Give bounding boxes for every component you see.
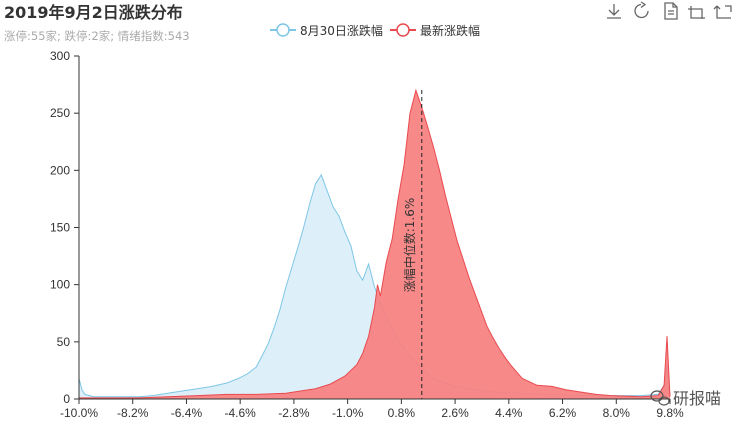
watermark-text: 研报喵 [673,389,721,408]
median-label: 涨幅中位数:1.6% [402,198,417,293]
chart-title: 2019年9月2日涨跌分布 [4,3,183,22]
x-tick-label: 0.8% [388,406,416,420]
legend-marker-previous [276,23,290,37]
x-tick-label: -8.2% [117,406,149,420]
y-tick-label: 300 [50,49,70,63]
x-tick-label: -6.4% [171,406,203,420]
x-tick-label: -10.0% [60,406,98,420]
zoom-reset-icon[interactable] [713,5,732,19]
legend-item-latest[interactable]: 最新涨跌幅 [390,23,480,38]
series-line-1 [79,88,671,399]
x-tick-label: 2.6% [441,406,469,420]
x-tick-label: 8.0% [603,406,631,420]
legend-label-previous: 8月30日涨跌幅 [300,23,383,38]
chart-subtitle: 涨停:55家; 跌停:2家; 情绪指数:543 [4,29,190,43]
toolbox [607,1,732,20]
x-tick-label: 4.4% [495,406,523,420]
wechat-icon [650,390,670,406]
x-tick-label: -4.6% [225,406,257,420]
legend: 8月30日涨跌幅 最新涨跌幅 [270,23,480,38]
y-tick-label: 100 [50,278,70,292]
legend-item-previous[interactable]: 8月30日涨跌幅 [270,23,383,38]
y-tick-label: 200 [50,163,70,177]
y-tick-label: 250 [50,106,70,120]
refresh-icon[interactable] [634,1,649,19]
y-tick-label: 150 [50,221,70,235]
y-tick-label: 0 [63,392,70,406]
zoom-icon[interactable] [688,6,705,19]
legend-marker-latest [396,23,410,37]
plot-area: 0 50 100 150 200 250 300 -10.0% -8.2% -6.4% -4.6% -… [50,49,684,420]
x-tick-label: -2.8% [278,406,310,420]
legend-label-latest: 最新涨跌幅 [420,23,480,38]
x-tick-label: 6.2% [549,406,577,420]
series-area-1 [79,90,670,400]
x-tick-label: 9.8% [656,406,684,420]
download-icon[interactable] [607,4,621,19]
x-tick-label: -1.0% [332,406,364,420]
y-tick-label: 50 [57,335,71,349]
data-view-icon[interactable] [664,2,678,20]
